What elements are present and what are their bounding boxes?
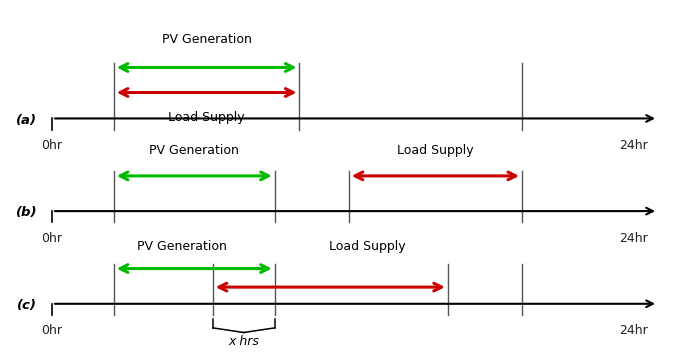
Text: (a): (a) xyxy=(16,114,37,127)
Text: PV Generation: PV Generation xyxy=(137,240,227,253)
Text: (c): (c) xyxy=(17,299,37,312)
Text: 24hr: 24hr xyxy=(619,232,648,244)
Text: 0hr: 0hr xyxy=(42,139,63,152)
Text: 0hr: 0hr xyxy=(42,324,63,337)
Text: PV Generation: PV Generation xyxy=(149,144,239,157)
Text: 24hr: 24hr xyxy=(619,324,648,337)
Text: 24hr: 24hr xyxy=(619,139,648,152)
Text: x hrs: x hrs xyxy=(228,335,259,348)
Text: (b): (b) xyxy=(16,206,37,219)
Text: Load Supply: Load Supply xyxy=(329,240,406,253)
Text: 0hr: 0hr xyxy=(42,232,63,244)
Text: Load Supply: Load Supply xyxy=(168,111,245,124)
Text: PV Generation: PV Generation xyxy=(161,33,252,46)
Text: Load Supply: Load Supply xyxy=(397,144,474,157)
